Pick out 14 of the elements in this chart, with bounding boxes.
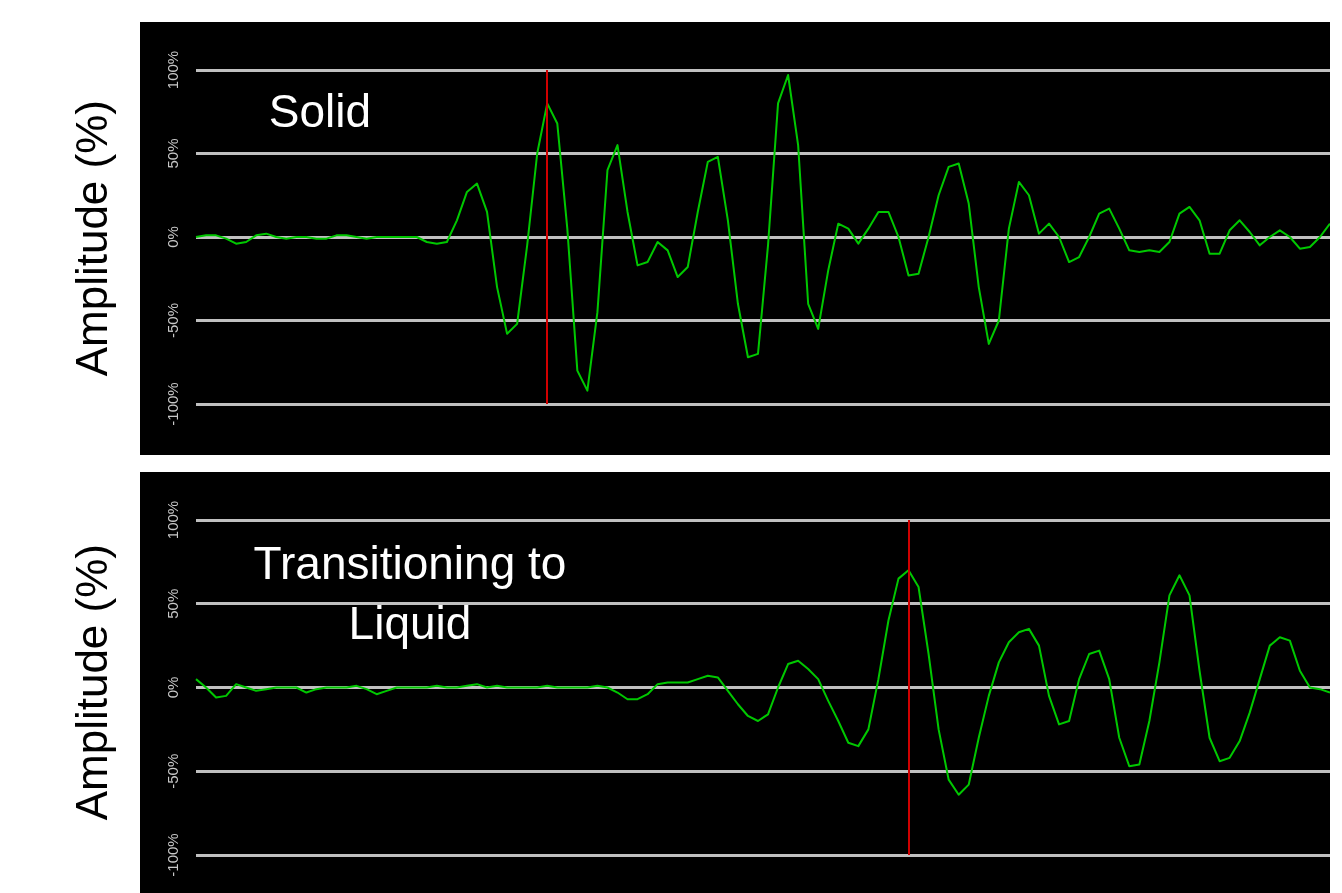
- y-tick-label: 100%: [164, 50, 182, 90]
- y-axis-title: Amplitude (%): [67, 100, 117, 377]
- y-tick-label: 50%: [164, 588, 182, 619]
- y-axis-title: Amplitude (%): [67, 544, 117, 821]
- y-tick-label: 0%: [164, 226, 182, 248]
- annotation: Transitioning to Liquid: [252, 536, 568, 651]
- y-tick-label: -100%: [164, 833, 182, 877]
- y-tick-label: -100%: [164, 382, 182, 426]
- y-tick-label: 50%: [164, 138, 182, 169]
- annotation: Solid: [267, 84, 373, 139]
- y-tick-label: -50%: [164, 753, 182, 789]
- y-tick-label: 100%: [164, 500, 182, 540]
- y-tick-label: -50%: [164, 302, 182, 339]
- y-tick-label: 0%: [164, 676, 182, 699]
